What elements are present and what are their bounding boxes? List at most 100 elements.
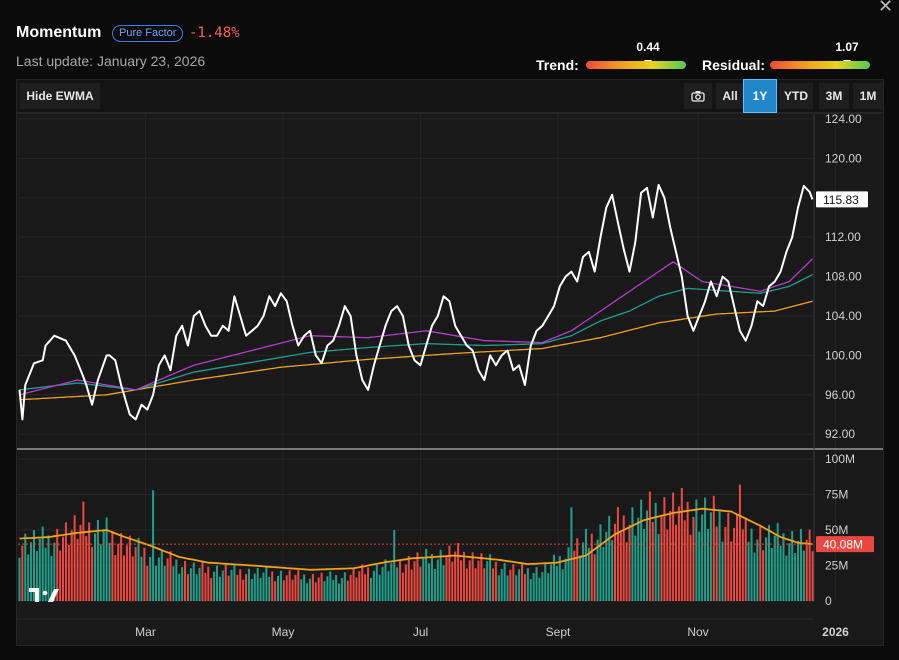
volume-bar <box>250 578 253 601</box>
volume-tick-label: 100M <box>825 452 855 466</box>
volume-bar <box>163 565 166 601</box>
volume-bar <box>486 561 489 601</box>
volume-bar <box>422 557 425 601</box>
range-1m-button[interactable]: 1M <box>853 83 883 109</box>
volume-bar <box>125 545 128 601</box>
volume-bar <box>99 544 102 601</box>
volume-tick-label: 50M <box>825 523 848 537</box>
volume-bar <box>24 533 27 601</box>
volume-bar <box>460 560 463 601</box>
volume-bar <box>558 556 561 601</box>
volume-bar <box>218 576 221 601</box>
volume-bar <box>770 547 773 601</box>
volume-bar <box>285 575 288 601</box>
volume-bar <box>491 568 495 601</box>
volume-bar <box>73 515 76 601</box>
price-tick-label: 120.00 <box>825 151 862 165</box>
volume-bar <box>645 510 648 601</box>
time-axis-label: Nov <box>687 625 708 639</box>
volume-bar <box>343 572 346 601</box>
volume-bar <box>613 523 617 601</box>
volume-bar <box>721 541 724 601</box>
daily-change: -1.48% <box>189 25 240 41</box>
volume-bar <box>291 579 294 601</box>
volume-bar <box>265 567 268 601</box>
last-price-label: 115.83 <box>823 193 859 207</box>
volume-bar <box>445 555 448 601</box>
volume-bar <box>146 565 149 601</box>
volume-bar <box>213 571 216 601</box>
volume-bar <box>573 550 576 601</box>
volume-bar <box>364 574 367 601</box>
volume-bar <box>448 545 451 601</box>
volume-bar <box>451 561 454 601</box>
volume-tick-label: 0 <box>825 594 832 608</box>
volume-bar <box>274 581 277 601</box>
volume-bar <box>654 502 657 601</box>
momentum-chart[interactable]: 124.00120.00116.00112.00108.00104.00100.… <box>17 112 883 645</box>
volume-bar <box>712 495 715 601</box>
volume-bar <box>396 567 399 601</box>
hide-ewma-button[interactable]: Hide EWMA <box>20 83 100 109</box>
volume-bar <box>474 568 477 601</box>
time-axis-label: Mar <box>135 625 156 639</box>
volume-bar <box>704 497 707 601</box>
volume-bar <box>523 574 526 601</box>
volume-bar <box>788 543 791 601</box>
volume-bar <box>430 553 433 601</box>
volume-bar <box>672 492 675 601</box>
trend-label: Trend: <box>536 57 579 73</box>
camera-icon[interactable] <box>684 83 712 109</box>
volume-bar <box>640 499 643 601</box>
volume-bar <box>300 579 303 601</box>
range-all-button[interactable]: All <box>716 83 744 109</box>
volume-bar <box>393 530 396 601</box>
volume-bar <box>21 545 24 601</box>
volume-bar <box>709 512 712 601</box>
volume-bar <box>468 560 471 601</box>
volume-bar <box>303 574 306 601</box>
volume-bar <box>207 566 210 601</box>
volume-bar <box>352 568 355 601</box>
volume-bar <box>32 530 35 601</box>
volume-bar <box>785 555 788 601</box>
volume-bar <box>128 535 131 601</box>
volume-bar <box>584 528 587 601</box>
time-axis-label: 2026 <box>822 625 849 639</box>
volume-bar <box>715 526 718 601</box>
volume-bar <box>18 557 21 601</box>
volume-bar <box>308 578 311 601</box>
volume-bar <box>608 515 611 601</box>
volume-bar <box>738 484 741 601</box>
range-ytd-button[interactable]: YTD <box>779 83 813 109</box>
close-icon[interactable]: ✕ <box>878 0 894 16</box>
volume-bar <box>227 575 230 601</box>
volume-bar <box>271 571 274 601</box>
volume-bar <box>137 537 140 601</box>
volume-bar <box>93 533 97 601</box>
volume-bar <box>442 565 445 601</box>
volume-bar <box>160 549 163 601</box>
range-1y-button[interactable]: 1Y <box>743 79 777 113</box>
volume-bar <box>369 577 372 601</box>
volume-bar <box>387 571 390 601</box>
volume-bar <box>117 543 120 601</box>
volume-bar <box>436 559 439 601</box>
volume-bar <box>210 577 213 601</box>
volume-bar <box>59 550 62 601</box>
volume-bar <box>340 578 343 601</box>
ewma-slow-line <box>19 300 813 401</box>
volume-bar <box>750 528 753 601</box>
volume-bar <box>762 550 765 601</box>
price-tick-label: 96.00 <box>825 388 855 402</box>
volume-bar <box>143 547 146 601</box>
volume-bar <box>680 487 683 601</box>
volume-bar <box>765 537 768 601</box>
range-3m-button[interactable]: 3M <box>819 83 849 109</box>
volume-bar <box>134 547 137 601</box>
volume-bar <box>794 553 797 601</box>
volume-bar <box>413 561 416 601</box>
volume-bar <box>797 540 800 601</box>
volume-bar <box>140 556 143 601</box>
volume-bar <box>727 512 730 601</box>
